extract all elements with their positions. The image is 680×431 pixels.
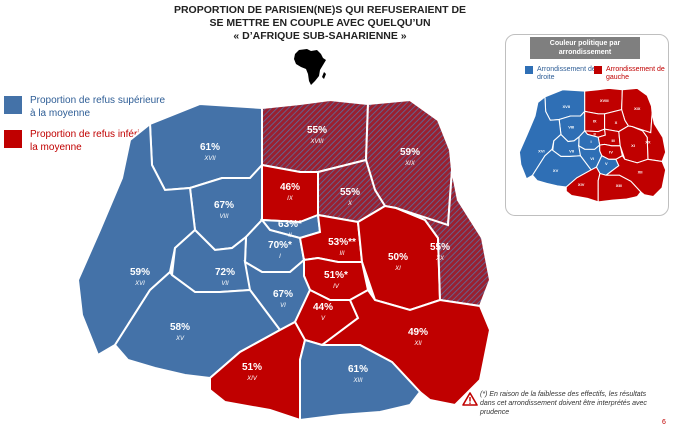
district-numeral-viii: VIII — [219, 214, 228, 220]
inset-numeral-ii: II — [594, 131, 596, 136]
inset-right-swatch — [525, 66, 533, 74]
legend-above-label: Proportion de refus supérieure à la moye… — [30, 95, 166, 119]
district-value-xiii: 61% — [348, 364, 368, 375]
inset-numeral-xix: XIX — [634, 106, 641, 111]
footnote: (*) En raison de la faiblesse des effect… — [480, 391, 647, 416]
district-numeral-xi: XI — [394, 266, 401, 272]
district-numeral-xv: XV — [175, 336, 185, 342]
district-xiii — [299, 338, 422, 422]
inset-numeral-vii: VII — [569, 148, 574, 153]
title-line-3: « D’AFRIQUE SUB-SAHARIENNE » — [233, 30, 407, 42]
inset-numeral-xviii: XVIII — [600, 98, 609, 103]
district-value-xviii: 55% — [307, 125, 327, 136]
district-xv — [113, 270, 282, 380]
district-value-ii: 63%* — [278, 219, 302, 230]
district-value-xiv: 51% — [242, 362, 262, 373]
inset-numeral-ix: IX — [593, 118, 597, 123]
district-value-vi: 67% — [273, 289, 293, 300]
district-numeral-xx: XX — [435, 256, 445, 262]
district-numeral-vii: VII — [221, 281, 229, 287]
district-value-ix: 46% — [280, 182, 300, 193]
district-value-xvii: 61% — [200, 142, 220, 153]
district-value-xix: 59% — [400, 147, 420, 158]
district-numeral-xviii: XVIII — [309, 139, 323, 145]
inset-numeral-xiv: XIV — [578, 182, 585, 187]
inset-district-xiii — [597, 172, 642, 203]
inset-numeral-xiii: XIII — [616, 183, 622, 188]
district-numeral-xiv: XIV — [246, 376, 258, 382]
inset-numeral-xvii: XVII — [562, 104, 570, 109]
legend-blue-swatch — [4, 96, 22, 114]
warning-icon — [462, 392, 478, 406]
legend-below-label: Proportion de refus inférieure à la moye… — [30, 129, 168, 153]
inset-title: Couleur politique par arrondissement — [530, 37, 640, 59]
inset-numeral-i: I — [591, 139, 592, 144]
title-line-1: PROPORTION DE PARISIEN(NE)S QUI REFUSERA… — [173, 4, 467, 16]
inset-numeral-vi: VI — [590, 156, 594, 161]
inset-numeral-xvi: XVI — [538, 148, 544, 153]
legend-red-swatch — [4, 130, 22, 148]
district-value-v: 44% — [313, 302, 333, 313]
district-value-iii: 53%** — [328, 237, 356, 248]
inset-right-label: Arrondissement de droite — [537, 66, 596, 81]
inset-numeral-xx: XX — [645, 140, 651, 145]
inset-numeral-iii: III — [611, 138, 614, 143]
africa-silhouette-icon — [294, 49, 326, 85]
district-numeral-v: V — [321, 316, 326, 322]
district-numeral-i: I — [279, 254, 281, 260]
title-line-2: SE METTRE EN COUPLE AVEC QUELQU’UN — [209, 17, 431, 29]
district-numeral-iii: III — [339, 251, 344, 257]
inset-numeral-x: X — [615, 120, 618, 125]
district-xx — [395, 169, 492, 308]
page-title: PROPORTION DE PARISIEN(NE)S QUI REFUSERA… — [170, 4, 470, 43]
district-numeral-xii: XII — [413, 341, 422, 347]
district-value-vii: 72% — [215, 267, 235, 278]
inset-numeral-iv: IV — [609, 149, 613, 154]
district-value-xii: 49% — [408, 327, 428, 338]
district-value-iv: 51%* — [324, 270, 348, 281]
inset-numeral-v: V — [605, 161, 608, 166]
district-value-xv: 58% — [170, 322, 190, 333]
district-value-xx: 55% — [430, 242, 450, 253]
district-numeral-xiii: XIII — [352, 378, 362, 384]
inset-left-swatch — [594, 66, 602, 74]
district-numeral-xix: XIX — [404, 161, 416, 167]
inset-numeral-xv: XV — [553, 168, 559, 173]
district-numeral-xvi: XVI — [134, 281, 145, 287]
page-number: 6 — [662, 419, 666, 426]
inset-district-xi — [618, 125, 649, 164]
district-numeral-xvii: XVII — [203, 156, 216, 162]
district-value-x: 55% — [340, 187, 360, 198]
district-value-viii: 67% — [214, 200, 234, 211]
inset-numeral-xii: XII — [638, 170, 643, 175]
district-numeral-ix: IX — [287, 196, 294, 202]
inset-left-label: Arrondissement de gauche — [606, 66, 665, 81]
district-value-xvi: 59% — [130, 267, 150, 278]
district-numeral-x: X — [347, 201, 353, 207]
district-numeral-ii: II — [288, 233, 292, 239]
district-numeral-iv: IV — [333, 284, 340, 290]
district-numeral-vi: VI — [280, 303, 286, 309]
district-value-xi: 50% — [388, 252, 408, 263]
inset-numeral-xi: XI — [631, 143, 635, 148]
inset-numeral-viii: VIII — [568, 125, 574, 130]
district-value-i: 70%* — [268, 240, 292, 251]
